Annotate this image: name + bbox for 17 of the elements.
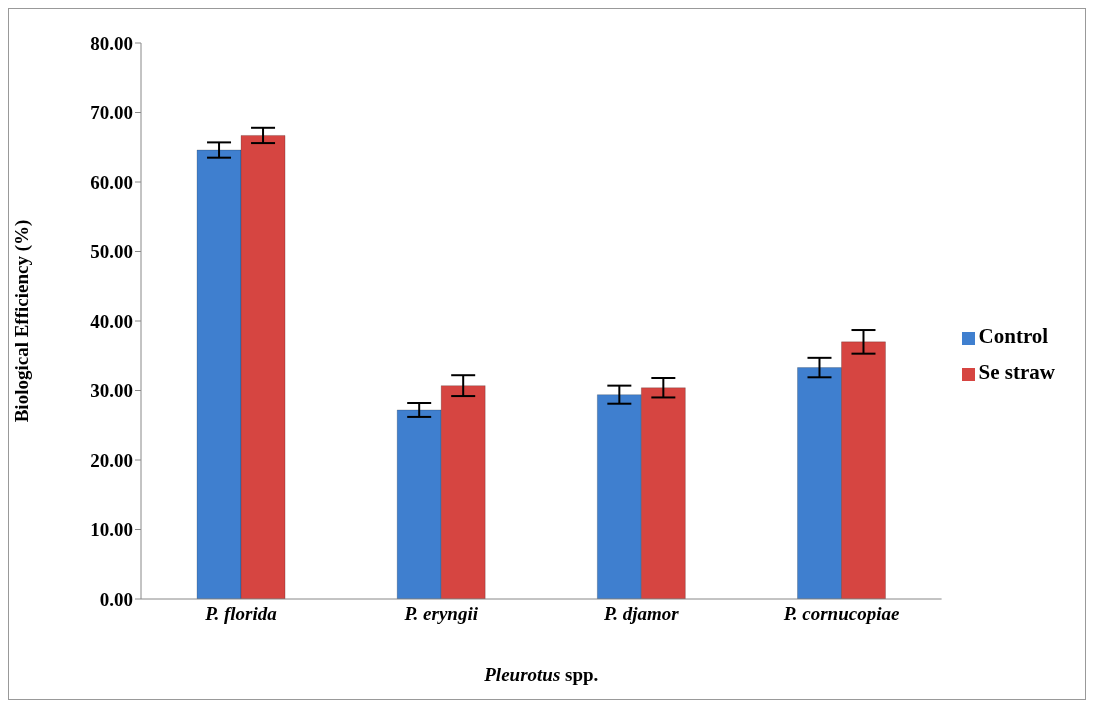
y-tick-label: 0.00 — [99, 588, 133, 610]
legend-label: Control — [978, 324, 1049, 348]
x-tick-label: P. cornucopiae — [782, 603, 900, 625]
x-tick-label: P. eryngii — [403, 603, 479, 625]
y-tick-label: 20.00 — [90, 449, 133, 471]
x-axis-title: Pleurotus spp. — [483, 664, 599, 685]
y-tick-label: 60.00 — [90, 171, 133, 193]
y-axis-title: Biological Efficiency (%) — [10, 219, 33, 423]
y-tick-label: 10.00 — [90, 519, 133, 541]
y-tick-label: 50.00 — [90, 241, 133, 263]
y-tick-label: 80.00 — [90, 32, 133, 54]
y-tick-label: 70.00 — [90, 102, 133, 124]
legend-label: Se straw — [978, 360, 1055, 384]
y-tick-label: 30.00 — [90, 380, 133, 402]
x-tick-label: P. djamor — [603, 603, 680, 625]
y-tick-label: 40.00 — [90, 310, 133, 332]
x-tick-label: P. florida — [204, 603, 278, 625]
